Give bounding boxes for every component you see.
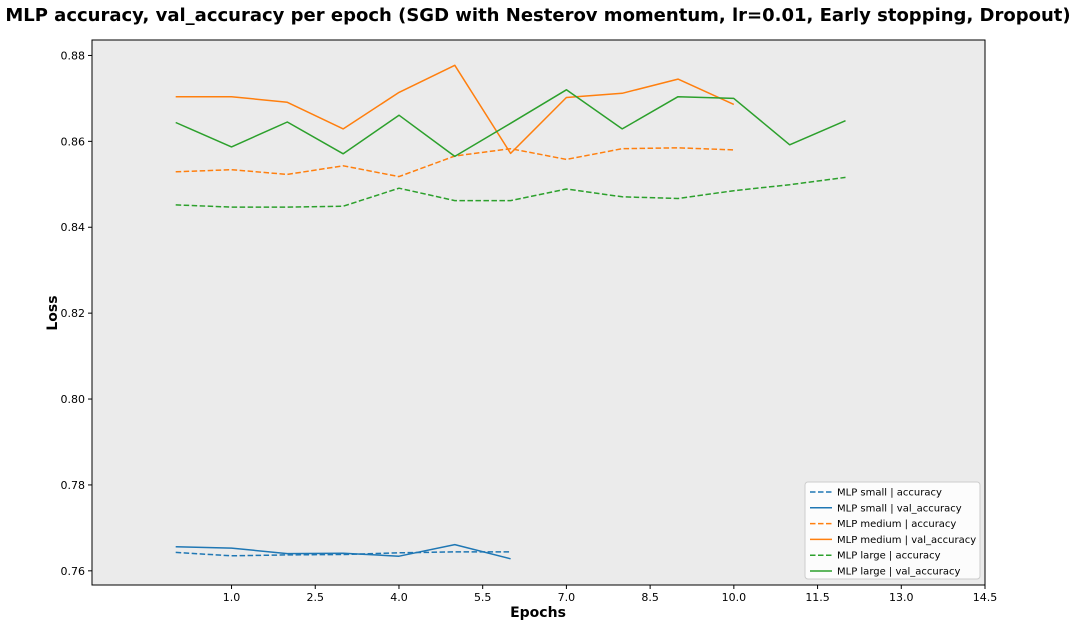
legend-box: [804, 481, 981, 580]
series-line-2: [175, 543, 511, 560]
chart-title: MLP accuracy, val_accuracy per epoch (SG…: [5, 5, 1070, 26]
legend-label: MLP small | accuracy: [837, 488, 942, 499]
x-tick-label: 5.5: [474, 591, 492, 604]
x-tick-label: 10.0: [722, 591, 747, 604]
legend-label: MLP medium | val_accuracy: [837, 535, 976, 546]
y-tick-label: 0.86: [61, 135, 86, 148]
series-line-6: [175, 89, 846, 158]
series-line-4: [175, 64, 735, 155]
y-axis-label: Loss: [45, 295, 61, 330]
y-tick-label: 0.82: [61, 307, 86, 320]
y-tick-label: 0.78: [61, 479, 86, 492]
x-axis: 1.0 2.5 4.0 5.5 7.0 8.5 10.0 11.5 13.0 14.5: [223, 585, 997, 604]
x-tick-label: 14.5: [973, 591, 998, 604]
x-tick-label: 7.0: [558, 591, 576, 604]
x-tick-label: 8.5: [641, 591, 659, 604]
x-tick-label: 11.5: [805, 591, 830, 604]
legend-label: MLP small | val_accuracy: [837, 503, 962, 514]
y-tick-label: 0.88: [61, 49, 86, 62]
legend-label: MLP large | val_accuracy: [837, 567, 961, 578]
x-axis-label: Epochs: [510, 605, 566, 621]
legend: MLP small | accuracy MLP small | val_accu…: [804, 481, 981, 580]
x-tick-label: 13.0: [889, 591, 914, 604]
legend-label: MLP large | accuracy: [837, 551, 941, 562]
legend-label: MLP medium | accuracy: [837, 519, 956, 530]
x-tick-label: 2.5: [307, 591, 325, 604]
x-tick-label: 4.0: [390, 591, 408, 604]
y-tick-label: 0.80: [61, 393, 86, 406]
series-lines: [175, 64, 846, 560]
series-line-5: [175, 176, 846, 208]
y-tick-label: 0.76: [61, 565, 86, 578]
y-axis: 0.76 0.78 0.80 0.82 0.84 0.86 0.88: [61, 49, 92, 578]
y-tick-label: 0.84: [61, 221, 86, 234]
x-tick-label: 1.0: [223, 591, 241, 604]
